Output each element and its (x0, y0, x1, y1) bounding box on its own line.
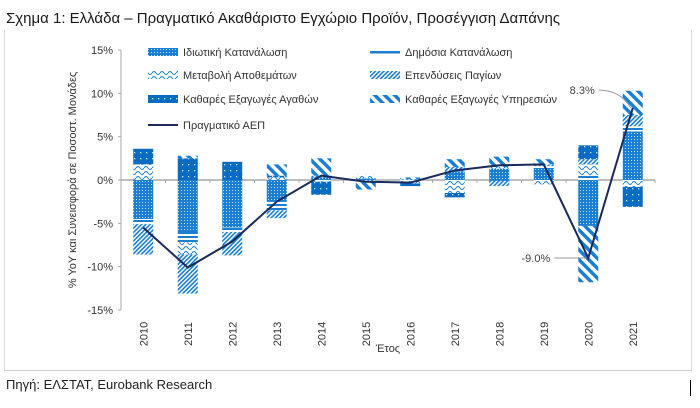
bar-segment (578, 175, 599, 180)
bar-segment (622, 186, 643, 207)
bar-segment (622, 90, 643, 115)
text-cursor (690, 380, 691, 396)
x-tick-label: 2018 (494, 322, 506, 346)
bar-segment (533, 180, 554, 185)
bar-segment (489, 180, 510, 187)
source-note: Πηγή: ΕΛΣΤΑΤ, Eurobank Research (6, 377, 213, 392)
y-tick-label: -15% (87, 305, 113, 317)
bar-segment (222, 227, 243, 232)
bar-segment (355, 178, 376, 180)
y-tick-label: 5% (97, 132, 113, 144)
bar-segment (177, 180, 198, 232)
gdp-line (142, 107, 634, 269)
x-tick-label: 2011 (183, 322, 195, 346)
bar-segment (177, 155, 198, 159)
x-tick-label: 2014 (316, 322, 328, 346)
legend-label: Ιδιωτική Κατανάλωση (183, 47, 287, 59)
bar-segment (444, 180, 465, 193)
bar-segment (622, 131, 643, 180)
annotation-leader (598, 89, 632, 109)
bar-segment (489, 168, 510, 180)
annotation-label: 8.3% (570, 85, 595, 97)
bar-segment (489, 156, 510, 167)
y-tick-label: 10% (91, 88, 113, 100)
bar-segment (266, 180, 287, 202)
bar-segment (177, 242, 198, 255)
bar-segment (578, 180, 599, 226)
bar-segment (622, 180, 643, 187)
bar-segment (222, 161, 243, 180)
bar-segment (533, 159, 554, 165)
legend-swatch (148, 48, 178, 56)
legend-swatch (370, 51, 400, 54)
bar-segment (444, 171, 465, 180)
legend-swatch (370, 71, 400, 79)
legend-swatch (148, 71, 178, 79)
legend-label: Επενδύσεις Παγίων (405, 70, 502, 82)
y-tick-label: 15% (91, 45, 113, 57)
bar-segment (266, 164, 287, 176)
y-tick-label: -10% (87, 262, 113, 274)
x-tick-label: 2019 (539, 322, 551, 346)
annotation-label: -9.0% (522, 253, 551, 265)
bar-segment (400, 179, 421, 180)
bar-segment (266, 177, 287, 180)
bar-segment (222, 180, 243, 228)
bar-segment (266, 210, 287, 219)
x-tick-label: 2010 (138, 322, 150, 346)
bar-segment (578, 145, 599, 160)
bar-segment (311, 181, 332, 195)
bar-segment (311, 177, 332, 180)
legend-label: Καθαρές Εξαγωγές Υπηρεσιών (405, 94, 558, 106)
chart-title: Σχημα 1: Ελλάδα – Πραγματικό Ακαθάριστο … (6, 10, 561, 27)
x-tick-label: 2021 (628, 322, 640, 346)
legend-swatch (148, 95, 178, 103)
bar-segment (311, 158, 332, 176)
bar-segment (355, 180, 376, 190)
bar-segment (177, 232, 198, 243)
x-tick-label: 2020 (583, 322, 595, 346)
x-tick-label: 2016 (405, 322, 417, 346)
bar-segment (266, 201, 287, 211)
bar-segment (266, 175, 287, 178)
bar-segment (578, 159, 599, 165)
bar-segment (400, 177, 421, 180)
bar-segment (489, 167, 510, 169)
legend-label: Δημόσια Κατανάλωση (405, 47, 512, 59)
bar-segment (444, 159, 465, 167)
bar-segment (444, 193, 465, 198)
bar-segment (177, 158, 198, 180)
legend-label: Καθαρές Εξαγωγές Αγαθών (183, 94, 319, 106)
bar-segment (133, 164, 154, 180)
bar-segment (622, 115, 643, 127)
bar-segment (133, 148, 154, 165)
x-tick-label: 2017 (450, 322, 462, 346)
x-axis-label: Έτος (375, 343, 400, 355)
bar-segment (355, 174, 376, 179)
legend-swatch (370, 95, 400, 103)
bar-segment (133, 219, 154, 225)
bar-segment (133, 180, 154, 219)
bar-segment (400, 183, 421, 187)
y-tick-label: 0% (97, 175, 113, 187)
x-tick-label: 2013 (272, 322, 284, 346)
chart-frame (4, 30, 692, 371)
y-tick-label: -5% (93, 218, 113, 230)
bar-segment (622, 126, 643, 132)
bar-segment (444, 167, 465, 172)
bar-segment (311, 180, 332, 182)
bar-segment (533, 166, 554, 170)
legend-label: Πραγματικό ΑΕΠ (183, 120, 265, 132)
legend-label: Μεταβολή Αποθεμάτων (183, 70, 297, 82)
x-tick-label: 2012 (227, 322, 239, 346)
x-tick-label: 2015 (361, 322, 373, 346)
bar-segment (533, 168, 554, 180)
bar-segment (578, 164, 599, 176)
y-axis-label: % YoY και Συνεισφορά σε Ποσοστ. Μονάδες (67, 72, 79, 288)
bar-segment (355, 180, 376, 181)
